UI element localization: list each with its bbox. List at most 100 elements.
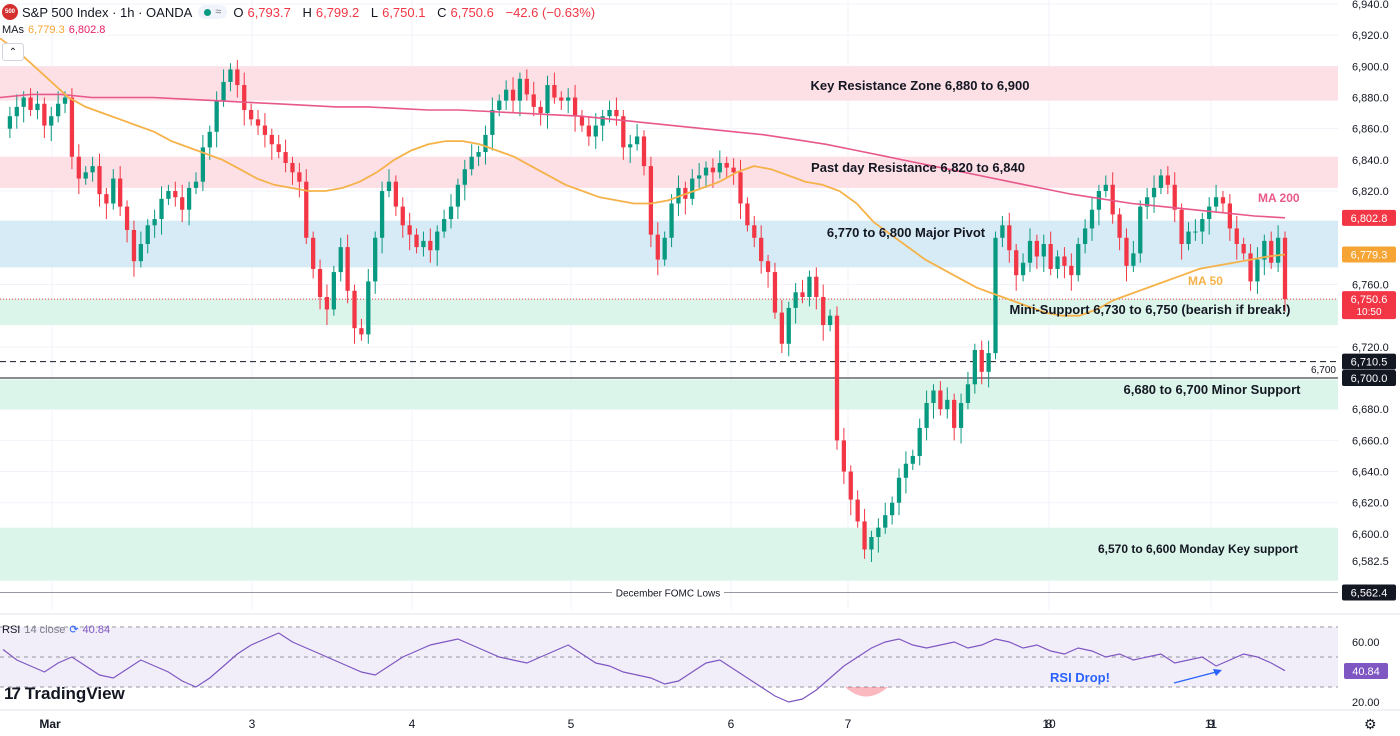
mas-label: MAs — [2, 24, 24, 36]
candle-body — [1213, 197, 1219, 207]
candle-body — [283, 152, 288, 163]
gear-icon[interactable]: ⚙ — [1364, 716, 1377, 732]
candle-body — [1207, 206, 1212, 220]
candle-body — [779, 312, 784, 344]
candle-body — [421, 240, 426, 248]
zone-layer — [0, 66, 1338, 581]
candle-body — [1262, 240, 1267, 260]
candle-body — [827, 315, 833, 326]
candle-body — [90, 166, 95, 173]
candle-body — [807, 276, 812, 297]
candle-body — [765, 261, 771, 273]
candle-body — [593, 125, 598, 137]
price-tick-label: 6,820.0 — [1352, 186, 1389, 198]
symbol-title[interactable]: S&P 500 Index · 1h · OANDA — [22, 4, 193, 20]
candle-body — [1034, 240, 1040, 257]
candle-body — [435, 231, 440, 251]
candle-body — [407, 225, 412, 235]
price-tag-label: 6,802.8 — [1351, 213, 1388, 225]
candle-body — [497, 100, 502, 110]
candle-body — [1117, 214, 1122, 238]
candle-body — [490, 109, 495, 135]
rsi-pane[interactable]: 60.00 20.00 40.84 RSI Drop! — [0, 613, 1400, 709]
candle-body — [655, 234, 660, 260]
candle-body — [1076, 244, 1081, 276]
candle-body — [1172, 184, 1177, 210]
candle-body — [1020, 262, 1026, 276]
time-tick-label: 9 — [1208, 717, 1215, 731]
symbol-icon: 500 — [2, 4, 18, 20]
candle-body — [317, 268, 323, 297]
candle-body — [1151, 187, 1157, 198]
rsi-value: 40.84 — [82, 623, 111, 636]
candle-body — [1062, 256, 1067, 266]
candle-body — [255, 119, 261, 126]
candle-body — [703, 167, 709, 176]
candle-body — [896, 477, 902, 503]
candlestick-layer — [7, 60, 1288, 562]
time-tick-label: 6 — [728, 717, 735, 731]
rsi-params: 14 close — [24, 623, 66, 636]
rsi-label: RSI — [2, 623, 21, 636]
price-tick-label: 6,880.0 — [1352, 93, 1389, 105]
market-status-pill[interactable]: ≈ — [198, 5, 228, 19]
rsi-legend[interactable]: RSI 14 close ⟳ 40.84 — [2, 623, 111, 637]
candle-body — [738, 172, 743, 204]
candle-body — [1014, 250, 1019, 276]
candle-body — [614, 109, 619, 117]
candle-body — [938, 390, 943, 410]
candle-body — [455, 184, 461, 207]
price-tick-label: 6,760.0 — [1352, 280, 1389, 292]
candle-body — [1227, 203, 1232, 229]
ohlc-high: H 6,799.2 — [302, 4, 360, 20]
candle-body — [504, 89, 509, 101]
candle-body — [690, 178, 695, 199]
zone-support — [0, 298, 1338, 326]
candle-body — [786, 307, 791, 344]
rsi-tag-bg — [1344, 663, 1388, 679]
candle-body — [628, 144, 633, 148]
candle-body — [1234, 228, 1239, 245]
candle-body — [379, 191, 385, 238]
candle-body — [1165, 175, 1170, 185]
candle-body — [945, 399, 950, 410]
candle-body — [42, 103, 47, 126]
candle-body — [62, 97, 68, 104]
candle-body — [559, 97, 564, 101]
mas-legend[interactable]: MAs 6,779.3 6,802.8 — [2, 24, 105, 36]
candle-body — [1069, 265, 1074, 276]
candle-body — [428, 240, 433, 251]
ohlc-change: −42.6 (−0.63%) — [505, 4, 596, 20]
time-axis[interactable]: Mar 3 4 5 6 7 8 9 10 11 — [0, 709, 1400, 731]
candle-body — [276, 144, 281, 153]
candle-body — [414, 234, 419, 248]
candle-body — [648, 166, 654, 235]
candle-body — [952, 399, 957, 428]
horizontal-lines: December FOMC Lows 6,700 — [0, 298, 1338, 600]
candle-body — [869, 537, 874, 550]
candle-body — [538, 106, 543, 114]
chevron-up-icon[interactable]: ⌃ — [2, 43, 24, 61]
candle-body — [972, 349, 977, 385]
candle-body — [104, 194, 109, 204]
price-tags: 6,802.8 6,779.3 6,750.610:50 6,710.5 6,700.0… — [1342, 209, 1396, 601]
tradingview-logo[interactable]: 17 TradingView — [4, 684, 125, 704]
chart-header: 500 S&P 500 Index · 1h · OANDA ≈ O 6,793.… — [0, 0, 599, 24]
candle-body — [441, 219, 447, 232]
price-tick-label: 6,620.0 — [1352, 498, 1389, 510]
candle-body — [1000, 225, 1005, 238]
price-tick-label: 6,582.5 — [1352, 556, 1389, 568]
arrow-head-icon — [1213, 669, 1222, 676]
rsi-tick-label: 60.00 — [1352, 637, 1380, 649]
candle-body — [248, 109, 254, 120]
candle-body — [710, 167, 716, 173]
candle-body — [131, 229, 137, 262]
zone-support — [0, 527, 1338, 581]
candle-body — [1158, 175, 1164, 188]
candle-body — [731, 167, 736, 173]
candle-body — [76, 156, 81, 179]
price-tag-bg — [1342, 353, 1396, 370]
candle-body — [262, 125, 268, 135]
candle-body — [862, 521, 867, 550]
